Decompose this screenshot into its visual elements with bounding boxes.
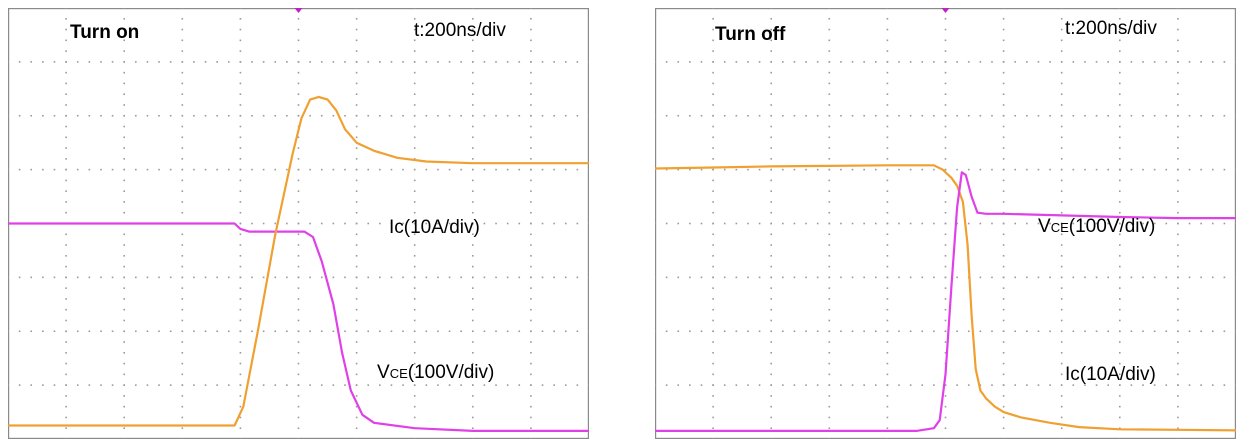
- turn-on-timebase: t:200ns/div: [414, 20, 506, 41]
- turn-on-waveform-plot: [8, 8, 589, 439]
- turn-off-vce-label: VCE(100V/div): [1038, 217, 1155, 236]
- turn-on-vce-label: VCE(100V/div): [377, 363, 494, 382]
- turn-off-waveform-plot: [655, 8, 1236, 439]
- turn-off-ic-trace: [655, 171, 1236, 432]
- turn-off-ic-label: Ic(10A/div): [1065, 365, 1156, 384]
- turn-off-ic-label-main: Ic(10A/div): [1065, 364, 1156, 385]
- turn-on-ic-label-main: Ic(10A/div): [389, 217, 480, 238]
- turn-on-ic-label: Ic(10A/div): [389, 218, 480, 237]
- turn-on-trigger-marker: [294, 8, 303, 13]
- turn-off-vce-trace: [655, 164, 1236, 432]
- turn-on-vce-label-main: V: [377, 362, 390, 383]
- turn-off-vce-label-sub: CE: [1050, 220, 1069, 235]
- turn-on-title: Turn on: [70, 22, 140, 43]
- turn-on-ic-trace: [8, 222, 589, 432]
- turn-off-timebase: t:200ns/div: [1065, 18, 1157, 39]
- turn-on-vce-label-rest: (100V/div): [407, 362, 495, 383]
- turn-off-title: Turn off: [715, 24, 786, 45]
- turn-off-vce-label-main: V: [1038, 216, 1051, 237]
- turn-on-vce-label-sub: CE: [389, 366, 408, 381]
- turn-off-scope-panel: Turn off t:200ns/div VCE(100V/div) Ic(10…: [655, 8, 1236, 439]
- turn-off-vce-label-rest: (100V/div): [1068, 216, 1156, 237]
- turn-on-vce-trace: [8, 95, 589, 427]
- turn-off-trigger-marker: [941, 8, 950, 13]
- turn-on-scope-panel: Turn on t:200ns/div Ic(10A/div) VCE(100V…: [8, 8, 589, 439]
